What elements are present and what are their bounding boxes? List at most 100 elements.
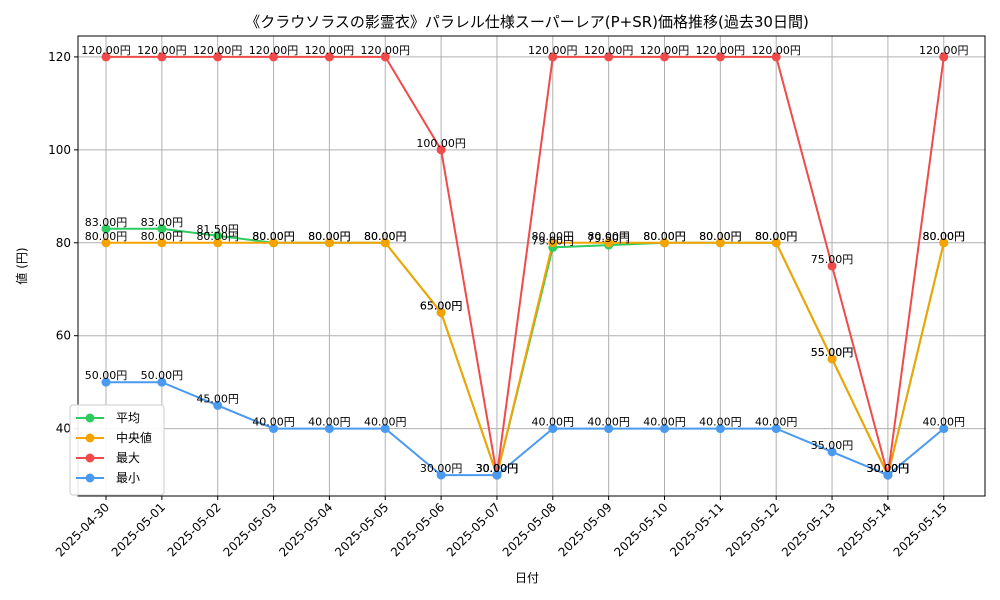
data-label: 80.00円 [364,230,407,243]
data-label: 40.00円 [364,416,407,429]
data-point [715,424,725,434]
data-label: 100.00円 [416,137,466,150]
x-tick-label: 2025-04-30 [53,500,112,559]
data-label: 120.00円 [137,44,187,57]
data-label: 120.00円 [249,44,299,57]
x-tick-label: 2025-05-08 [500,500,559,559]
data-label: 40.00円 [699,416,742,429]
data-point [380,238,390,248]
data-point [157,377,167,387]
data-point [213,238,223,248]
data-point [660,424,669,434]
series-line-2 [106,55,945,476]
data-label: 40.00円 [755,416,798,429]
data-point [157,224,167,234]
data-label: 80.00円 [755,230,798,243]
data-label: 80.00円 [643,230,686,243]
data-label: 30.00円 [476,462,519,475]
data-label: 65.00円 [420,299,463,312]
y-axis: 40 60 80 100 120 [48,50,78,436]
chart-title: 《クラウソラスの影霊衣》パラレル仕様スーパーレア(P+SR)価格推移(過去30日… [245,13,809,31]
data-label: 50.00円 [141,369,184,382]
legend-label: 最小 [116,471,140,485]
data-label: 40.00円 [643,416,686,429]
x-tick-label: 2025-05-10 [611,500,670,559]
data-point [269,52,279,62]
x-tick-label: 2025-05-15 [891,500,950,559]
data-point [269,424,279,434]
legend-label: 平均 [116,411,140,425]
x-tick-label: 2025-05-05 [332,500,391,559]
x-tick-label: 2025-05-03 [220,500,279,559]
x-tick-label: 2025-05-12 [723,500,782,559]
data-label: 30.00円 [867,462,910,475]
data-label: 80.00円 [923,230,966,243]
x-axis-title: 日付 [515,571,539,585]
data-point [883,470,893,480]
data-point [715,238,725,248]
data-label: 120.00円 [361,44,411,57]
y-tick-label: 100 [48,143,71,157]
data-point [604,238,614,248]
data-point [324,52,334,62]
data-label: 75.00円 [811,253,854,266]
data-point [101,52,111,62]
data-point [715,52,725,62]
data-point [101,377,111,387]
data-label: 83.00円 [85,216,128,229]
data-point [380,52,390,62]
data-label: 80.00円 [699,230,742,243]
legend-label: 中央値 [116,430,152,445]
data-point [827,261,837,271]
data-label: 120.00円 [640,44,690,57]
data-point [492,470,502,480]
data-point [436,470,446,480]
data-label: 30.00円 [476,462,519,475]
series-line-3 [106,381,945,477]
data-label: 80.00円 [699,230,742,243]
data-point [436,307,446,317]
data-label: 80.00円 [141,230,184,243]
legend-swatch-marker [85,473,95,483]
data-point [436,145,446,155]
data-point [324,424,334,434]
series-lines [101,52,949,480]
data-point [771,424,781,434]
data-label: 30.00円 [867,462,910,475]
data-label: 80.00円 [532,230,575,243]
data-label: 45.00円 [196,392,239,405]
data-label: 79.00円 [532,234,575,247]
data-point [269,238,279,248]
data-label: 40.00円 [532,416,575,429]
data-point [213,231,223,241]
data-label: 120.00円 [305,44,355,57]
legend-label: 最大 [116,451,140,465]
data-label: 83.00円 [141,216,184,229]
data-point [771,238,781,248]
data-point [771,52,781,62]
x-tick-label: 2025-05-01 [109,500,168,559]
data-point [101,238,111,248]
x-tick-label: 2025-05-04 [276,500,335,559]
data-point [827,354,837,364]
y-tick-label: 60 [56,329,71,343]
data-label: 120.00円 [81,44,131,57]
plot-frame [77,35,986,497]
data-label: 81.50円 [196,223,239,236]
x-tick-label: 2025-05-11 [667,500,726,559]
x-axis: 2025-04-302025-05-012025-05-022025-05-03… [53,496,950,559]
data-label: 30.00円 [867,462,910,475]
data-label: 30.00円 [476,462,519,475]
legend-swatch-marker [85,433,95,443]
data-label: 120.00円 [528,44,578,57]
data-label: 120.00円 [751,44,801,57]
data-label: 40.00円 [252,416,295,429]
data-label: 80.00円 [308,230,351,243]
data-label: 65.00円 [420,299,463,312]
data-label: 40.00円 [923,416,966,429]
y-tick-label: 80 [56,236,71,250]
y-tick-label: 40 [56,422,71,436]
data-point [660,238,669,248]
